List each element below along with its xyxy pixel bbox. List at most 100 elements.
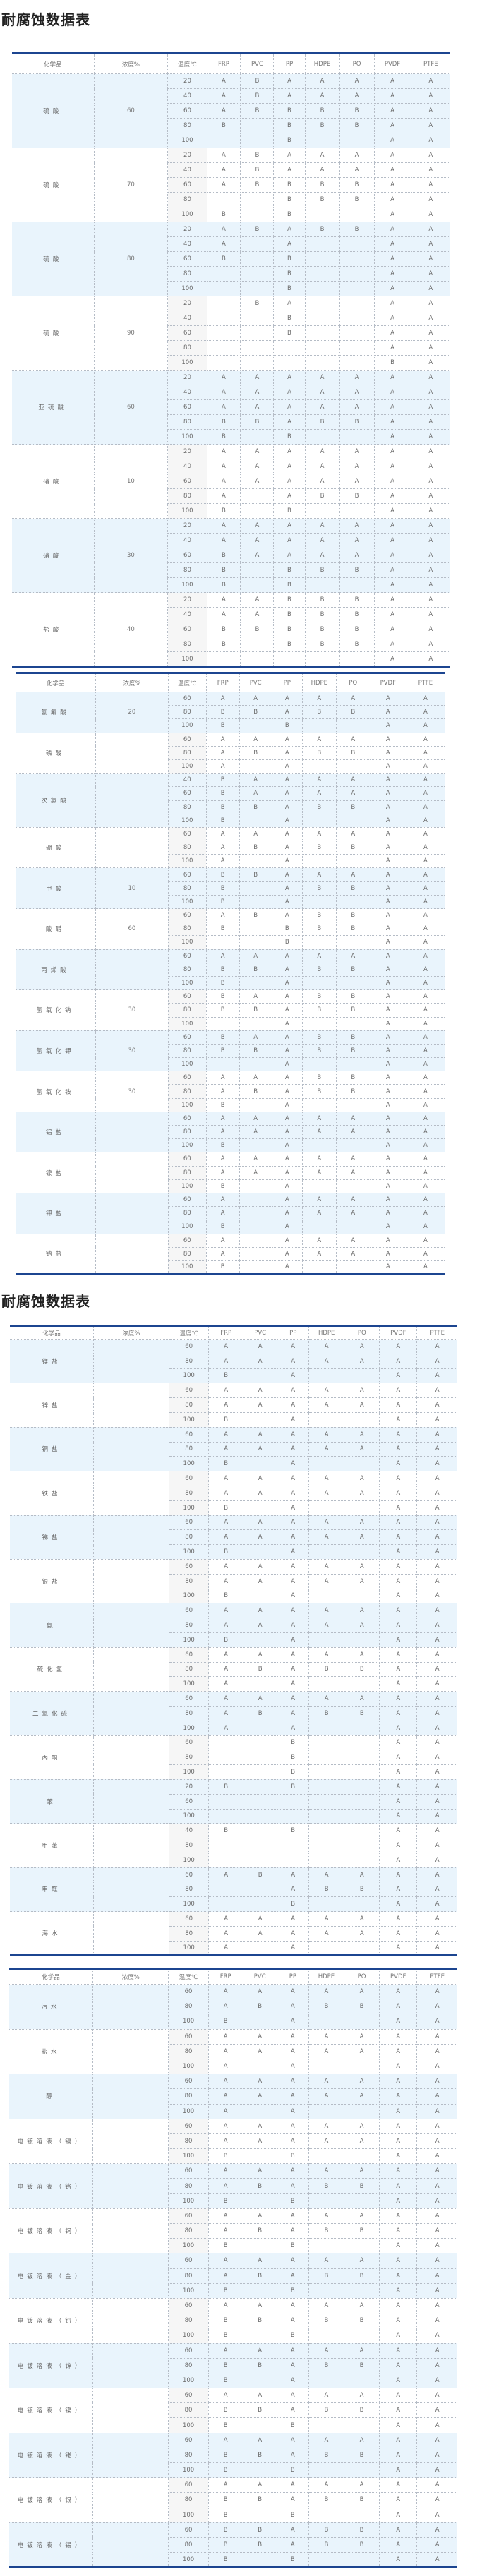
rating-pvdf: A [370,976,406,991]
table-row: 80 A A [10,1838,457,1853]
rating-pvdf: A [379,2133,418,2150]
rating-pvdf: A [379,2163,418,2179]
rating-pvdf: A [370,1206,406,1221]
rating-po [344,1721,380,1736]
rating-hdpe [308,2508,344,2523]
rating-po [336,854,370,869]
rating-pvc: A [243,2119,277,2134]
rating-frp: A [208,1559,244,1575]
rating-ptfe: A [406,786,445,801]
rating-pvdf: A [374,251,411,267]
rating-frp: B [208,2417,243,2433]
rating-hdpe [302,895,337,910]
concentration [95,827,169,869]
rating-pvc: A [243,1574,278,1589]
table-row: 80 B B A B B A A [9,2537,457,2553]
table-row: 钠盐 60 A A A A A A [16,1234,445,1275]
rating-pvdf: A [379,1647,418,1663]
rating-po: B [336,800,370,814]
rating-frp: A [206,1166,240,1180]
rating-pp: A [272,949,303,963]
chemical-name: 电镀溶液（镍） [9,2388,94,2433]
rating-hdpe: A [308,1427,345,1443]
rating-frp: B [207,622,241,637]
rating-frp [208,1735,244,1751]
rating-pp: A [272,1057,303,1072]
rating-frp: B [208,1500,244,1516]
rating-pvc [239,1220,272,1234]
table-row: 80 A B A B B A A [16,841,445,855]
rating-pp [273,355,306,371]
rating-pp: A [277,2298,309,2314]
rating-ptfe: A [416,1941,457,1956]
rating-pp: A [273,236,306,252]
concentration [93,1867,169,1913]
temperature: 100 [167,503,207,519]
rating-ptfe: A [416,1926,457,1942]
rating-pp: A [273,444,306,459]
rating-po [344,1735,380,1751]
rating-pvdf: A [379,1984,418,2000]
rating-frp: A [206,854,240,869]
rating-pvc: A [243,1647,278,1663]
table-row: 100 B B A A [9,2552,457,2568]
concentration: 60 [95,908,169,950]
rating-frp [208,1809,244,1824]
rating-pp: A [277,1529,310,1546]
column-header: FRP [208,1968,243,1985]
rating-po [344,1779,380,1795]
table-row: 40 A A A A A A A [12,385,450,400]
table-row: 100 B A A A [10,1500,457,1516]
rating-hdpe: B [308,2522,344,2538]
rating-pvdf: A [370,1234,406,1248]
temperature: 80 [168,1125,207,1140]
chemical-name: 二氧化硫 [10,1691,94,1736]
rating-pvdf: A [379,1500,418,1516]
table-row: 80 A A A A A A A [9,2088,457,2105]
temperature: 80 [169,1486,210,1501]
rating-pp [273,651,306,667]
rating-frp: A [206,1071,240,1085]
rating-pp [277,1853,310,1868]
chemical-name: 次氯酸 [16,773,97,828]
rating-hdpe: A [308,1354,345,1369]
chemical-name: 氢氟酸 [16,692,97,733]
rating-ptfe: A [411,88,450,104]
table-row: 100 B A A A [16,814,445,828]
rating-pvc: B [243,1662,278,1678]
rating-ptfe: A [416,2462,457,2479]
temperature: 100 [168,2238,209,2254]
rating-ptfe: A [416,2014,457,2030]
rating-pvc: A [240,385,275,400]
rating-frp: A [208,1354,244,1369]
rating-po: A [336,867,370,882]
rating-pvdf: A [379,2178,418,2194]
chemical-name: 电镀溶液（铬） [9,2163,94,2209]
rating-po: A [344,1574,380,1589]
rating-ptfe: A [416,1853,457,1868]
rating-pvc [240,503,275,519]
concentration [92,2343,169,2389]
temperature: 40 [169,1823,210,1839]
rating-hdpe: A [305,474,340,489]
rating-pp: A [277,1471,310,1486]
rating-frp: B [208,2313,243,2329]
chemical-name: 电镀溶液（锌） [9,2343,94,2389]
rating-pvc: A [240,607,275,622]
temperature: 100 [169,1809,210,1824]
rating-po: B [344,2358,380,2373]
rating-hdpe: A [308,1867,345,1883]
rating-frp: A [208,1397,244,1413]
table-row: 80 A A A A A A [16,1206,445,1221]
chemical-name: 锌盐 [10,1383,94,1428]
concentration [95,1193,169,1234]
rating-pvc: A [239,733,272,747]
rating-pp: B [277,1896,310,1913]
temperature: 60 [167,325,207,341]
chemical-name: 海水 [10,1911,94,1956]
rating-pvc [243,2193,277,2209]
concentration [92,2522,169,2568]
rating-pvdf: A [374,414,411,430]
rating-pvdf: A [370,922,406,937]
rating-frp: A [208,2388,243,2404]
